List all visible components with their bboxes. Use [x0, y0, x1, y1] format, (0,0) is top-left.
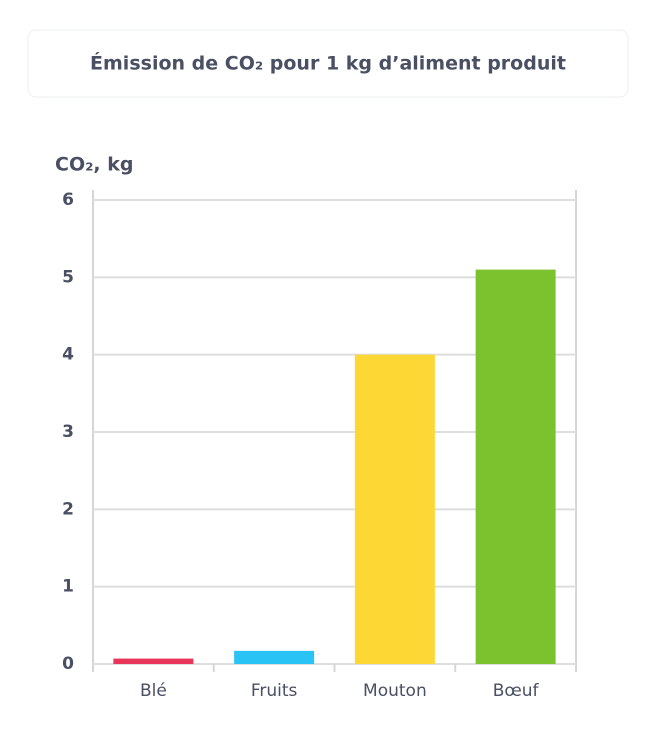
y-tick-label: 0	[62, 654, 74, 674]
y-tick-label: 5	[62, 267, 74, 287]
y-tick-label: 3	[62, 422, 74, 442]
bar	[234, 650, 315, 664]
title-box	[27, 29, 629, 98]
bar	[354, 354, 435, 664]
bar	[113, 658, 194, 664]
y-axis-label: CO₂, kg	[55, 154, 134, 176]
chart-title: Émission de CO₂ pour 1 kg d’aliment prod…	[90, 52, 566, 75]
y-tick-label: 2	[62, 499, 74, 519]
x-tick-label: Fruits	[251, 681, 298, 701]
x-tick-label: Bœuf	[493, 681, 540, 701]
x-tick-label: Blé	[140, 681, 167, 701]
y-tick-label: 6	[62, 190, 74, 210]
y-tick-label: 1	[62, 577, 74, 597]
x-tick-label: Mouton	[363, 681, 427, 701]
bar	[475, 269, 556, 664]
y-tick-label: 4	[62, 345, 74, 365]
